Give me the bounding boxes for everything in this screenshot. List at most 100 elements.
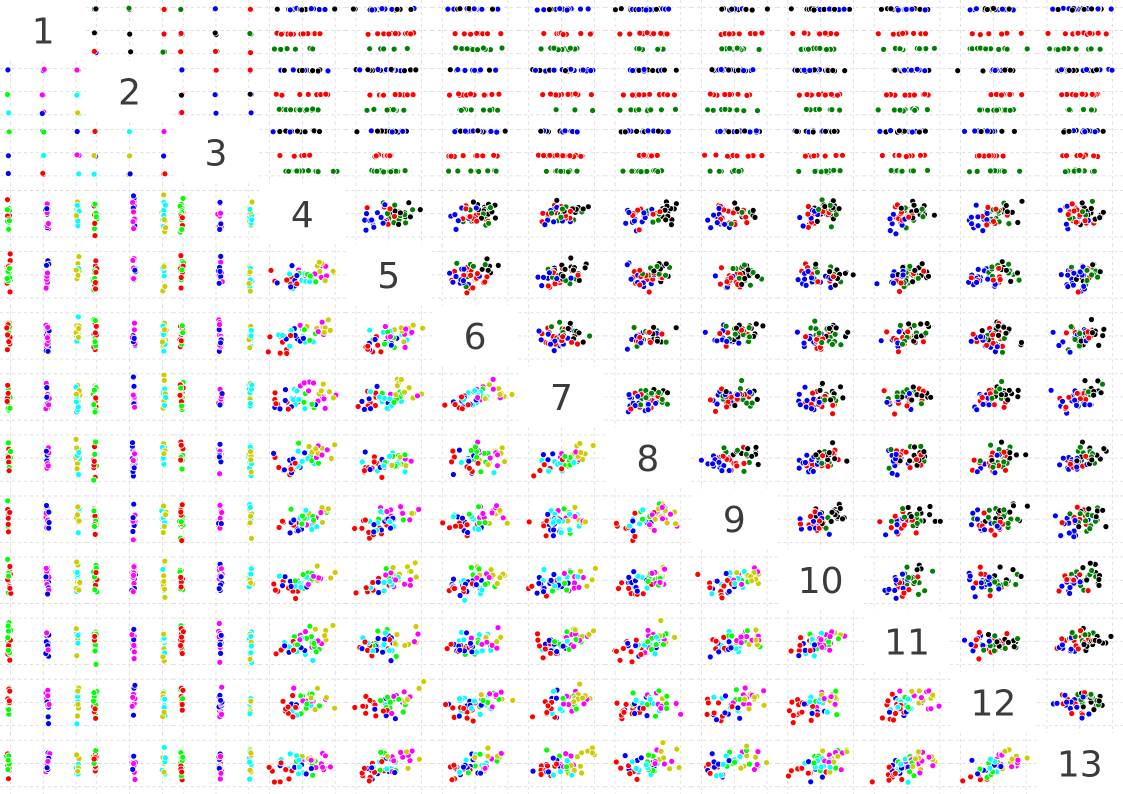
- data-point: [793, 127, 801, 135]
- data-point: [899, 30, 907, 37]
- data-point: [722, 322, 730, 330]
- data-point: [993, 106, 1001, 114]
- panel-3-9: [691, 122, 778, 184]
- data-point: [803, 106, 810, 113]
- data-point: [977, 128, 985, 135]
- data-point: [1017, 29, 1025, 37]
- data-point: [131, 266, 139, 274]
- data-point: [532, 66, 539, 74]
- data-point: [380, 91, 387, 99]
- data-point: [715, 204, 723, 212]
- panel-7-12: [950, 366, 1037, 428]
- data-point: [823, 46, 830, 53]
- data-point: [5, 217, 13, 225]
- data-point: [323, 446, 331, 454]
- data-point: [91, 219, 99, 227]
- data-point: [73, 390, 80, 398]
- data-point: [419, 324, 427, 332]
- data-point: [463, 45, 471, 53]
- panel-8-7: [518, 427, 605, 489]
- panel-1-12: [950, 0, 1037, 62]
- data-point: [544, 330, 552, 338]
- data-point: [161, 401, 168, 409]
- data-point: [483, 255, 491, 263]
- panel-2-2: 2: [118, 73, 141, 114]
- data-point: [372, 152, 380, 160]
- data-point: [559, 272, 567, 280]
- data-point: [3, 275, 11, 282]
- data-point: [1056, 461, 1063, 469]
- data-point: [92, 322, 100, 330]
- data-point: [556, 318, 563, 326]
- panel-8-6: [431, 427, 519, 489]
- data-point: [708, 66, 716, 73]
- data-point: [754, 272, 761, 280]
- data-point: [401, 67, 408, 74]
- data-point: [650, 323, 657, 331]
- data-point: [305, 443, 313, 450]
- data-point: [1002, 329, 1010, 337]
- data-point: [897, 279, 905, 287]
- data-point: [131, 319, 138, 327]
- data-point: [1080, 282, 1088, 290]
- data-point: [247, 468, 255, 476]
- data-point: [130, 326, 138, 334]
- data-point: [995, 264, 1003, 272]
- data-point: [1003, 45, 1011, 53]
- data-point: [800, 339, 808, 347]
- data-point: [406, 213, 414, 221]
- data-point: [474, 46, 481, 53]
- data-point: [649, 67, 657, 74]
- data-point: [455, 446, 463, 454]
- data-point: [821, 152, 829, 160]
- data-point: [744, 445, 752, 453]
- data-point: [624, 345, 631, 353]
- data-point: [487, 127, 495, 135]
- data-point: [826, 324, 833, 332]
- data-point: [886, 215, 894, 223]
- data-point: [841, 67, 849, 74]
- panel-1-11: [863, 0, 951, 62]
- data-point: [377, 213, 385, 221]
- data-point: [795, 167, 803, 175]
- data-point: [400, 106, 408, 114]
- panel-8-9: [691, 427, 778, 489]
- data-point: [308, 400, 316, 408]
- data-point: [901, 66, 908, 74]
- data-point: [653, 5, 660, 13]
- data-point: [300, 379, 308, 387]
- data-point: [498, 44, 506, 52]
- data-point: [887, 5, 895, 13]
- data-point: [998, 378, 1005, 385]
- data-point: [998, 30, 1005, 38]
- data-point: [1065, 127, 1073, 135]
- data-point: [976, 31, 984, 38]
- data-point: [75, 170, 83, 178]
- data-point: [910, 30, 917, 37]
- data-point: [839, 151, 846, 159]
- data-point: [722, 388, 730, 396]
- data-point: [1059, 454, 1067, 462]
- data-point: [995, 331, 1002, 339]
- data-point: [1006, 91, 1014, 98]
- data-point: [698, 456, 705, 464]
- data-point: [246, 205, 254, 213]
- data-point: [567, 207, 574, 215]
- data-point: [1007, 277, 1015, 285]
- data-point: [653, 151, 661, 159]
- data-point: [1023, 45, 1031, 53]
- data-point: [126, 170, 134, 178]
- data-point: [557, 213, 565, 221]
- data-point: [816, 105, 823, 113]
- data-point: [621, 128, 629, 136]
- data-point: [537, 127, 545, 135]
- data-point: [478, 5, 486, 13]
- data-point: [552, 106, 560, 114]
- data-point: [541, 221, 549, 229]
- data-point: [1067, 323, 1075, 331]
- data-point: [646, 90, 653, 98]
- data-point: [269, 128, 277, 136]
- data-point: [810, 6, 818, 14]
- data-point: [399, 127, 407, 135]
- data-point: [535, 327, 543, 335]
